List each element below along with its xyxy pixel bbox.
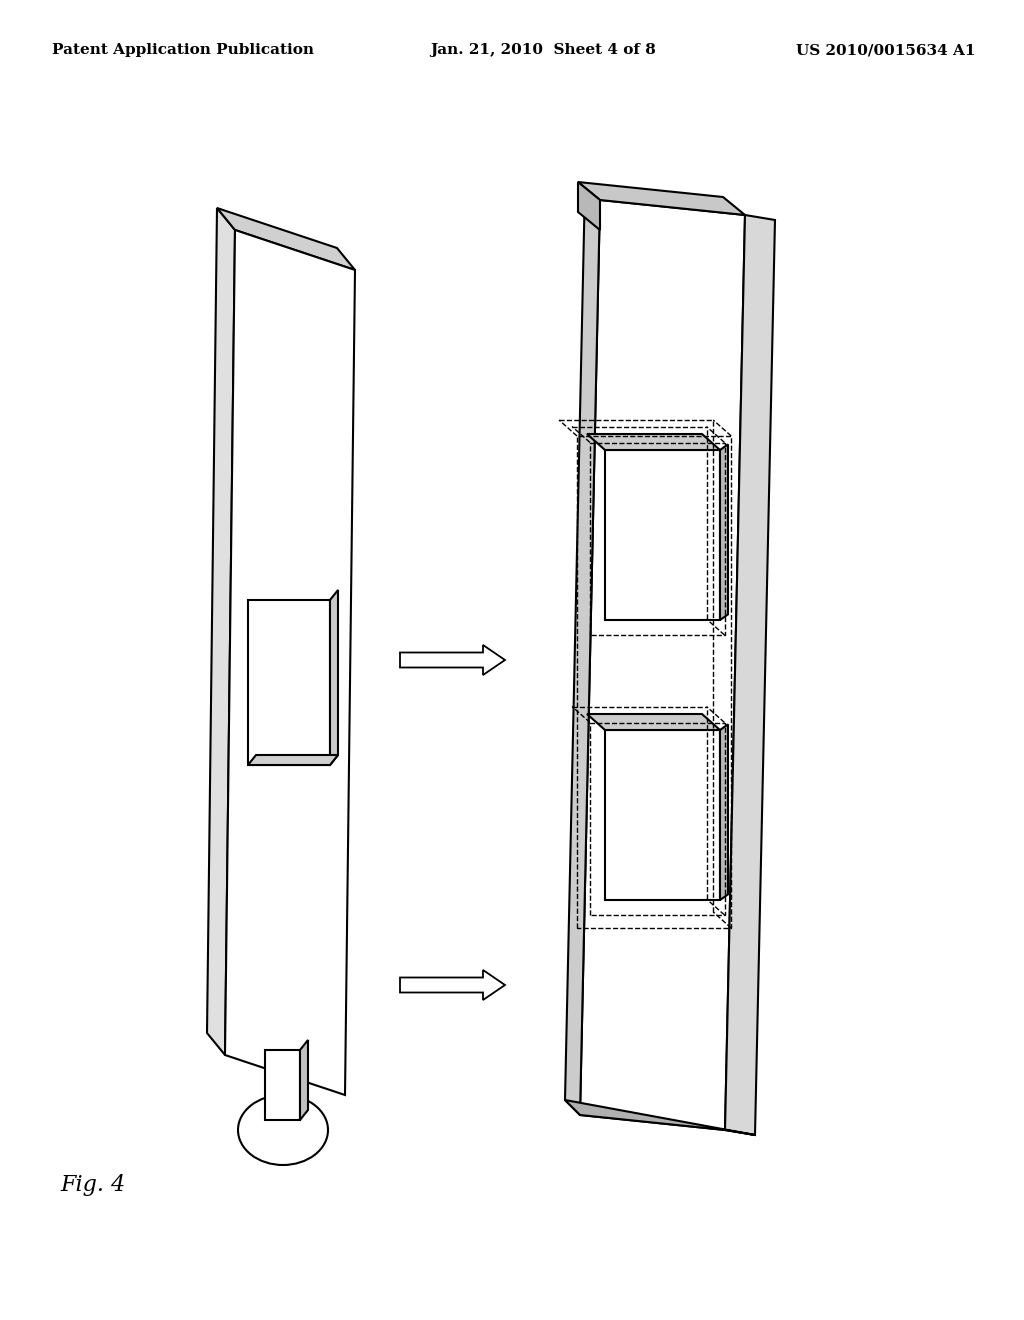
Polygon shape [587,714,720,730]
Polygon shape [400,645,505,675]
Polygon shape [225,230,355,1096]
Polygon shape [578,182,600,230]
Ellipse shape [238,1096,328,1166]
Polygon shape [565,1100,755,1135]
Polygon shape [248,601,330,766]
Polygon shape [330,590,338,766]
Polygon shape [725,215,775,1135]
Polygon shape [580,201,745,1130]
Polygon shape [605,730,720,900]
Polygon shape [565,185,600,1115]
Polygon shape [300,1040,308,1119]
Polygon shape [578,182,745,215]
Polygon shape [217,209,355,271]
Text: Jan. 21, 2010  Sheet 4 of 8: Jan. 21, 2010 Sheet 4 of 8 [430,44,656,57]
Polygon shape [265,1049,300,1119]
Text: Fig. 4: Fig. 4 [60,1173,125,1196]
Text: US 2010/0015634 A1: US 2010/0015634 A1 [796,44,975,57]
Polygon shape [720,445,728,620]
Polygon shape [587,434,720,450]
Text: Patent Application Publication: Patent Application Publication [52,44,314,57]
Polygon shape [720,725,728,900]
Polygon shape [605,450,720,620]
Polygon shape [248,755,338,766]
Polygon shape [207,209,234,1055]
Polygon shape [400,970,505,1001]
